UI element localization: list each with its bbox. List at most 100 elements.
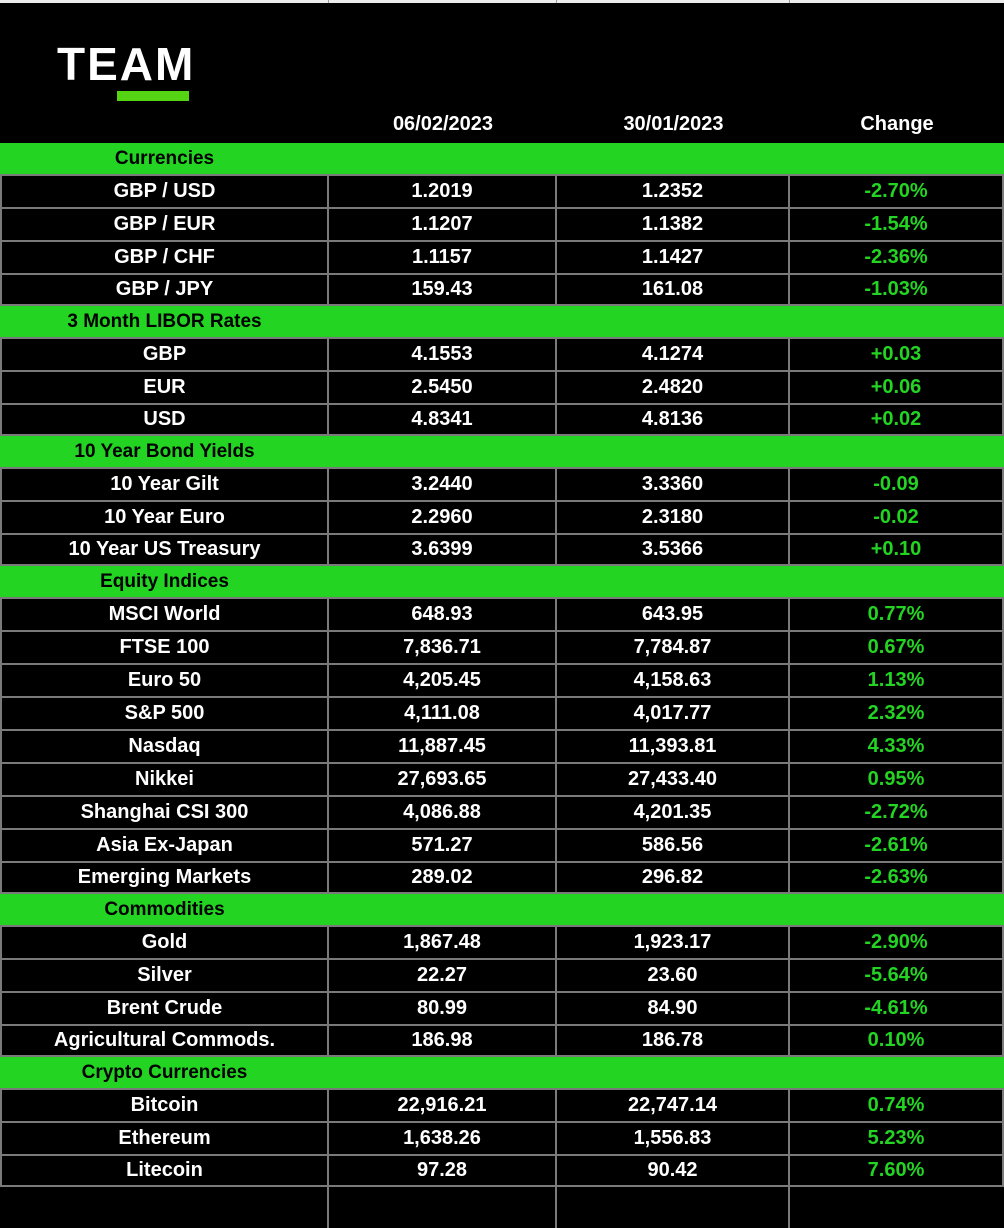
row-label: USD xyxy=(2,405,329,434)
table-row-emerging-markets: Emerging Markets 289.02 296.82 -2.63% xyxy=(0,861,1004,894)
cell-current: 159.43 xyxy=(329,275,557,304)
cell-current: 186.98 xyxy=(329,1026,557,1055)
row-label: S&P 500 xyxy=(2,698,329,729)
row-label: Emerging Markets xyxy=(2,863,329,892)
cell-change: +0.10 xyxy=(870,538,922,560)
section-band-equity-indices: Equity Indices xyxy=(0,566,1004,597)
cell-previous: 1.1382 xyxy=(557,209,790,240)
cell-previous: 2.4820 xyxy=(557,372,790,403)
table-row-gbp-eur: GBP / EUR 1.1207 1.1382 -1.54% xyxy=(0,207,1004,240)
cell-current: 97.28 xyxy=(329,1156,557,1185)
row-label: GBP xyxy=(2,339,329,370)
cell-current: 2.2960 xyxy=(329,502,557,533)
cell-change: -4.61% xyxy=(864,997,928,1019)
logo-green-underline xyxy=(117,91,189,101)
cell-current: 4,086.88 xyxy=(329,797,557,828)
section-title: 10 Year Bond Yields xyxy=(74,440,255,462)
cell-previous: 186.78 xyxy=(557,1026,790,1055)
cell-current: 80.99 xyxy=(329,993,557,1024)
table-row-ftse-100: FTSE 100 7,836.71 7,784.87 0.67% xyxy=(0,630,1004,663)
table-row-usd: USD 4.8341 4.8136 +0.02 xyxy=(0,403,1004,436)
row-label: Nasdaq xyxy=(2,731,329,762)
row-label: GBP / USD xyxy=(2,176,329,207)
section-title: 3 Month LIBOR Rates xyxy=(67,310,262,332)
cell-previous: 90.42 xyxy=(557,1156,790,1185)
section-rows-crypto-currencies: Bitcoin 22,916.21 22,747.14 0.74% Ethereum 1,… xyxy=(0,1088,1004,1187)
cell-current: 7,836.71 xyxy=(329,632,557,663)
cell-change: -2.72% xyxy=(864,801,928,823)
cell-change: 1.13% xyxy=(867,669,925,691)
cell-change: 2.32% xyxy=(867,702,925,724)
column-header-row: 06/02/2023 30/01/2023 Change xyxy=(0,105,1004,143)
cell-previous: 643.95 xyxy=(557,599,790,630)
cell-current: 4,111.08 xyxy=(329,698,557,729)
row-label: Brent Crude xyxy=(2,993,329,1024)
spreadsheet-top-sliver xyxy=(0,0,1004,3)
cell-change: -2.70% xyxy=(864,180,928,202)
cell-previous: 296.82 xyxy=(557,863,790,892)
cell-change: 4.33% xyxy=(867,735,925,757)
cell-change: -0.02 xyxy=(873,506,919,528)
cell-previous: 586.56 xyxy=(557,830,790,861)
section-rows-10-year-bond-yields: 10 Year Gilt 3.2440 3.3360 -0.09 10 Year Eur… xyxy=(0,467,1004,566)
row-label: Bitcoin xyxy=(2,1090,329,1121)
row-label: Asia Ex-Japan xyxy=(2,830,329,861)
section-rows-equity-indices: MSCI World 648.93 643.95 0.77% FTSE 100 7,836… xyxy=(0,597,1004,894)
cell-current: 1,638.26 xyxy=(329,1123,557,1154)
row-label: Litecoin xyxy=(2,1156,329,1185)
cell-current: 11,887.45 xyxy=(329,731,557,762)
row-label: 10 Year US Treasury xyxy=(2,535,329,564)
table-row-10-year-euro: 10 Year Euro 2.2960 2.3180 -0.02 xyxy=(0,500,1004,533)
section-band-crypto-currencies: Crypto Currencies xyxy=(0,1057,1004,1088)
table-row-brent-crude: Brent Crude 80.99 84.90 -4.61% xyxy=(0,991,1004,1024)
cell-previous: 22,747.14 xyxy=(557,1090,790,1121)
cell-change: -2.90% xyxy=(864,931,928,953)
spreadsheet-bottom-sliver xyxy=(0,1187,1004,1228)
table-row-gbp: GBP 4.1553 4.1274 +0.03 xyxy=(0,337,1004,370)
cell-change: -1.54% xyxy=(864,213,928,235)
section-rows-currencies: GBP / USD 1.2019 1.2352 -2.70% GBP / EUR 1.12… xyxy=(0,174,1004,306)
cell-previous: 4,158.63 xyxy=(557,665,790,696)
table-row-silver: Silver 22.27 23.60 -5.64% xyxy=(0,958,1004,991)
cell-current: 4.8341 xyxy=(329,405,557,434)
header-cell-previous-date: 30/01/2023 xyxy=(623,112,724,135)
cell-current: 22,916.21 xyxy=(329,1090,557,1121)
section-band-currencies: Currencies xyxy=(0,143,1004,174)
section-band-10-year-bond-yields: 10 Year Bond Yields xyxy=(0,436,1004,467)
table-row-10-year-gilt: 10 Year Gilt 3.2440 3.3360 -0.09 xyxy=(0,467,1004,500)
cell-change: -0.09 xyxy=(873,473,919,495)
cell-previous: 4,017.77 xyxy=(557,698,790,729)
row-label: FTSE 100 xyxy=(2,632,329,663)
table-row-bitcoin: Bitcoin 22,916.21 22,747.14 0.74% xyxy=(0,1088,1004,1121)
cell-current: 289.02 xyxy=(329,863,557,892)
market-table-body: Currencies GBP / USD 1.2019 1.2352 -2.70% GBP… xyxy=(0,143,1004,1187)
table-row-litecoin: Litecoin 97.28 90.42 7.60% xyxy=(0,1154,1004,1187)
row-label: MSCI World xyxy=(2,599,329,630)
cell-previous: 4,201.35 xyxy=(557,797,790,828)
cell-change: 0.10% xyxy=(867,1029,925,1051)
table-row-gold: Gold 1,867.48 1,923.17 -2.90% xyxy=(0,925,1004,958)
row-label: GBP / CHF xyxy=(2,242,329,273)
table-row-10-year-us-treasury: 10 Year US Treasury 3.6399 3.5366 +0.10 xyxy=(0,533,1004,566)
cell-change: -2.63% xyxy=(864,866,928,888)
cell-current: 3.6399 xyxy=(329,535,557,564)
cell-current: 2.5450 xyxy=(329,372,557,403)
table-row-asia-ex-japan: Asia Ex-Japan 571.27 586.56 -2.61% xyxy=(0,828,1004,861)
cell-previous: 1,923.17 xyxy=(557,927,790,958)
table-row-msci-world: MSCI World 648.93 643.95 0.77% xyxy=(0,597,1004,630)
cell-change: +0.02 xyxy=(870,408,922,430)
cell-current: 3.2440 xyxy=(329,469,557,500)
row-label: Ethereum xyxy=(2,1123,329,1154)
logo-block: TEAM xyxy=(0,3,1004,105)
table-row-gbp-chf: GBP / CHF 1.1157 1.1427 -2.36% xyxy=(0,240,1004,273)
header-cell-current-date: 06/02/2023 xyxy=(392,112,494,135)
row-label: GBP / JPY xyxy=(2,275,329,304)
table-row-nasdaq: Nasdaq 11,887.45 11,393.81 4.33% xyxy=(0,729,1004,762)
section-title: Currencies xyxy=(114,147,215,169)
cell-change: -2.61% xyxy=(864,834,928,856)
cell-current: 4,205.45 xyxy=(329,665,557,696)
cell-change: -1.03% xyxy=(864,278,928,300)
cell-current: 1,867.48 xyxy=(329,927,557,958)
row-label: Agricultural Commods. xyxy=(2,1026,329,1055)
